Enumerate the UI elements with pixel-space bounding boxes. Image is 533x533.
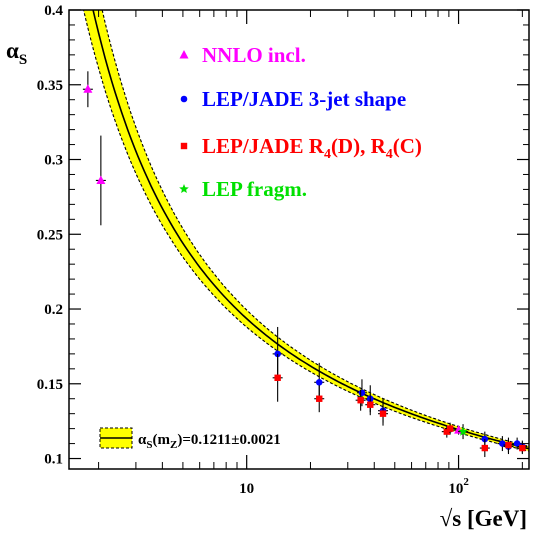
legend-marker	[179, 50, 189, 59]
band-lower-edge	[83, 10, 529, 452]
point-marker	[481, 444, 489, 452]
data-point	[517, 442, 528, 455]
data-point	[503, 437, 514, 453]
data-point	[82, 71, 93, 108]
legend-marker	[179, 184, 189, 193]
y-tick-label: 0.4	[44, 3, 63, 19]
point-marker	[357, 397, 364, 404]
point-marker	[274, 374, 281, 381]
data-point	[512, 437, 523, 450]
legend-label: LEP fragm.	[202, 177, 307, 201]
point-marker	[316, 395, 323, 402]
y-tick-label: 0.25	[37, 227, 63, 243]
point-marker	[505, 441, 512, 449]
x-tick-label: 10	[239, 481, 254, 497]
data-point	[378, 401, 389, 426]
point-marker	[513, 440, 521, 447]
plot-frame	[68, 9, 530, 470]
legend-marker	[180, 142, 188, 150]
legend: NNLO incl. LEP/JADE 3-jet shape LEP/JADE R…	[99, 43, 422, 451]
alpha-s-band	[83, 10, 529, 452]
data-point	[95, 135, 106, 226]
point-marker	[367, 401, 374, 408]
point-marker	[83, 84, 93, 93]
data-point	[479, 439, 490, 458]
x-axis-title: √s [GeV]	[440, 506, 527, 531]
x-tick-label: 102	[448, 476, 469, 497]
band-legend-label: αS(mZ)=0.1211±0.0021	[138, 432, 281, 451]
point-marker	[499, 440, 506, 447]
legend-marker	[180, 95, 188, 103]
legend-label: LEP/JADE 3-jet shape	[202, 87, 406, 111]
data-point	[272, 353, 283, 402]
y-tick-label: 0.35	[37, 78, 63, 94]
point-marker	[443, 428, 451, 435]
point-marker	[358, 389, 366, 397]
y-tick-label: 0.2	[44, 302, 63, 318]
legend-label: LEP/JADE R4(D), R4(C)	[202, 134, 422, 162]
band-fill	[83, 10, 529, 452]
data-point	[365, 394, 376, 416]
legend-label: NNLO incl.	[202, 43, 306, 67]
point-marker	[379, 410, 387, 417]
band-central-line	[92, 10, 529, 450]
y-tick-label: 0.3	[44, 153, 63, 169]
y-tick-label: 0.1	[44, 452, 63, 468]
data-point	[314, 385, 325, 413]
band-upper-edge	[101, 10, 529, 447]
data-point	[355, 389, 366, 411]
y-tick-label: 0.15	[37, 377, 63, 393]
point-marker	[458, 426, 468, 436]
point-marker	[519, 444, 526, 452]
data-point	[445, 424, 456, 434]
point-marker	[96, 175, 106, 184]
data-points	[82, 71, 528, 458]
y-axis-title: αS	[6, 38, 27, 68]
point-marker	[315, 378, 323, 386]
data-point	[458, 424, 469, 440]
point-marker	[446, 425, 454, 432]
